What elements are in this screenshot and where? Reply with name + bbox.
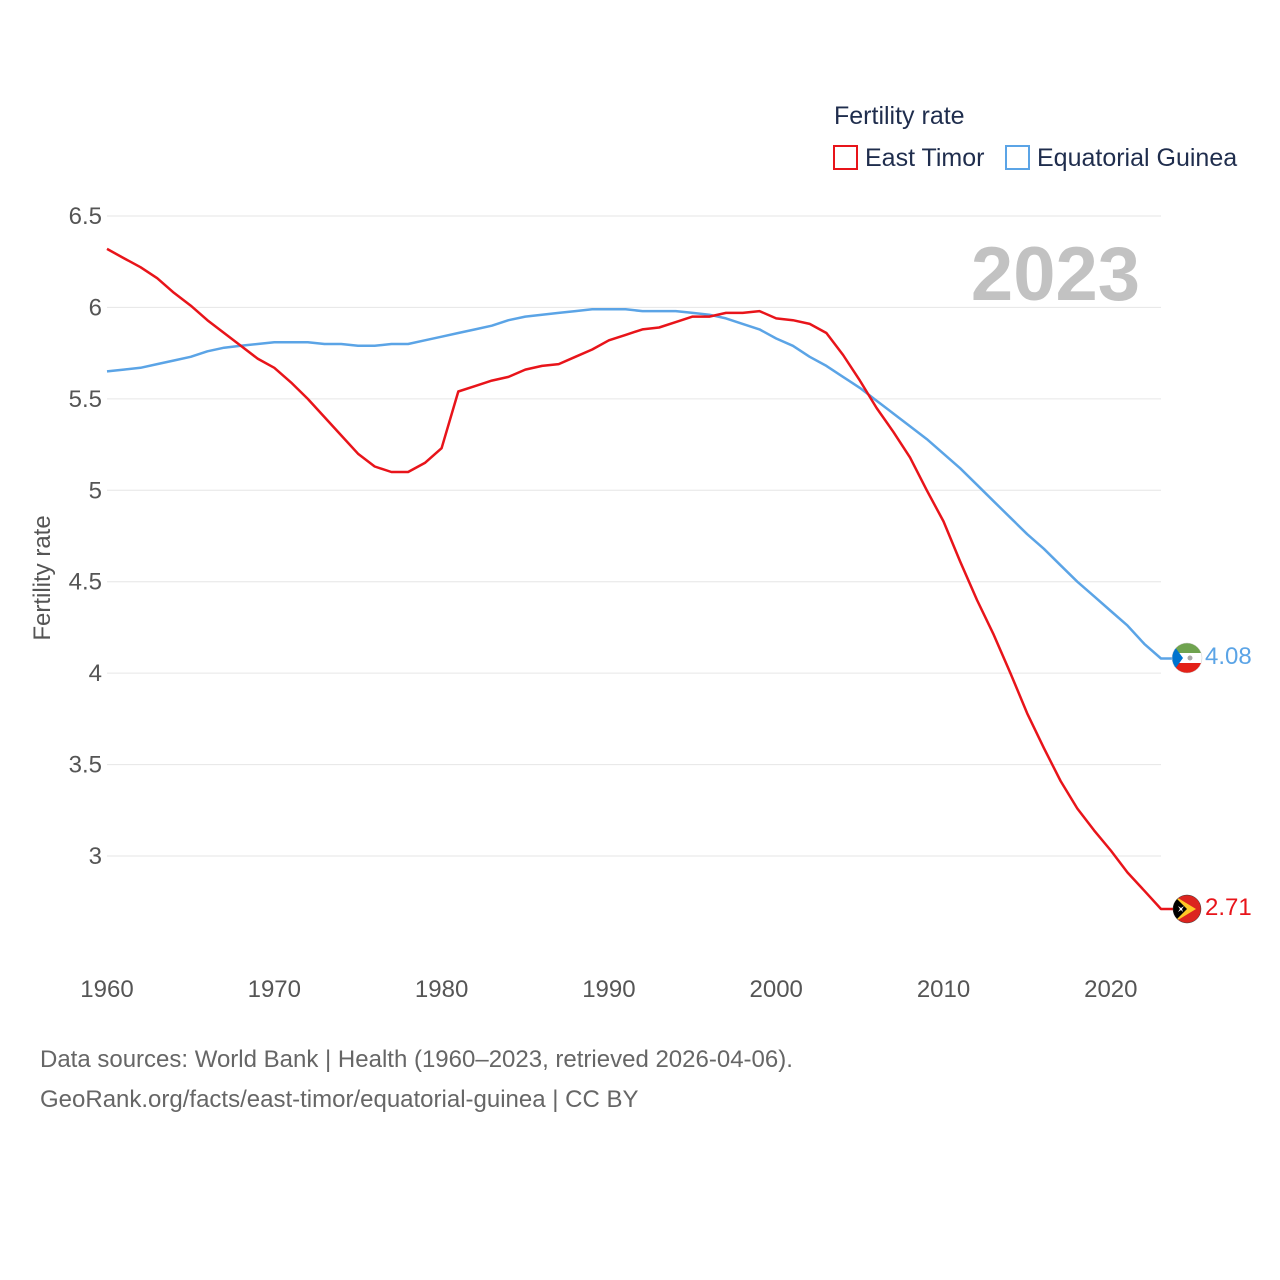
year-label: 2023 <box>971 232 1140 317</box>
legend-label-east-timor: East Timor <box>865 144 984 172</box>
legend-title: Fertility rate <box>834 102 965 130</box>
legend-swatch-equatorial-guinea <box>1005 145 1030 170</box>
legend-swatch-east-timor <box>833 145 858 170</box>
x-tick-label: 2000 <box>750 976 803 1003</box>
x-tick-label: 2010 <box>917 976 970 1003</box>
legend: Fertility rate East Timor Equatorial Gui… <box>833 102 1237 172</box>
y-tick-label: 6 <box>89 294 102 321</box>
equatorial-guinea-flag-icon <box>1171 642 1203 674</box>
end-value-east-timor: 2.71 <box>1205 894 1252 921</box>
x-tick-label: 1980 <box>415 976 468 1003</box>
end-value-equatorial-guinea: 4.08 <box>1205 643 1252 670</box>
y-tick-label: 5 <box>89 477 102 504</box>
y-tick-label: 5.5 <box>69 386 102 413</box>
x-tick-label: 2020 <box>1084 976 1137 1003</box>
series-line-east-timor <box>106 247 1173 911</box>
source-line: Data sources: World Bank | Health (1960–… <box>40 1046 793 1073</box>
series-line-equatorial-guinea <box>106 308 1173 660</box>
legend-label-equatorial-guinea: Equatorial Guinea <box>1037 144 1237 172</box>
y-tick-label: 4 <box>89 660 102 687</box>
east-timor-flag-icon <box>1172 894 1202 924</box>
fertility-rate-chart: 3 3.5 4 4.5 5 5.5 6 6.5 1960 1970 1980 1990 2000 2010… <box>29 102 1252 1003</box>
y-axis-label: Fertility rate <box>29 515 56 640</box>
y-tick-label: 6.5 <box>69 203 102 230</box>
x-tick-label: 1990 <box>582 976 635 1003</box>
x-tick-label: 1960 <box>80 976 133 1003</box>
y-tick-label: 4.5 <box>69 569 102 596</box>
source-url-line: GeoRank.org/facts/east-timor/equatorial-… <box>40 1086 639 1113</box>
y-tick-label: 3 <box>89 843 102 870</box>
y-tick-label: 3.5 <box>69 752 102 779</box>
x-tick-label: 1970 <box>248 976 301 1003</box>
